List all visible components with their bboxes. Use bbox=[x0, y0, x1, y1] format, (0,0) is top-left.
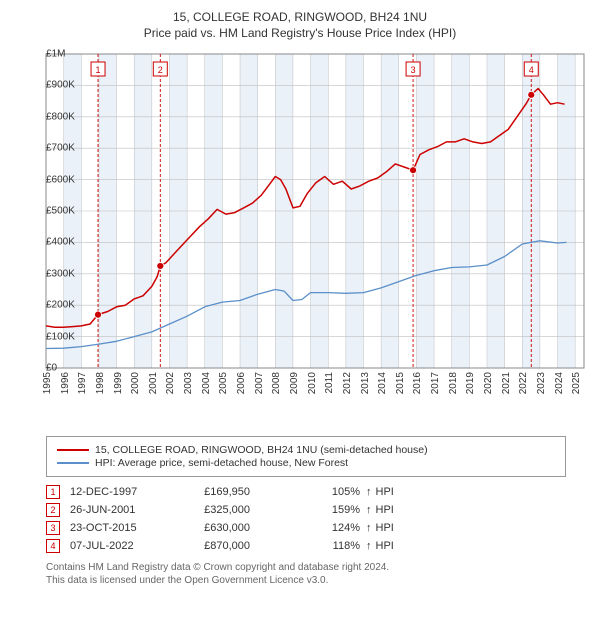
legend: 15, COLLEGE ROAD, RINGWOOD, BH24 1NU (se… bbox=[46, 436, 566, 477]
transaction-row: 2 26-JUN-2001£325,000159% ↑ HPI bbox=[46, 503, 590, 517]
transaction-date: 07-JUL-2022 bbox=[70, 540, 190, 552]
transaction-date: 23-OCT-2015 bbox=[70, 522, 190, 534]
legend-swatch bbox=[57, 449, 89, 451]
transaction-price: £630,000 bbox=[190, 522, 290, 534]
x-tick-label: 2010 bbox=[304, 372, 318, 394]
x-tick-label: 2008 bbox=[268, 372, 282, 394]
up-arrow-icon: ↑ bbox=[366, 504, 372, 516]
transaction-suffix: HPI bbox=[376, 540, 394, 552]
y-tick-label: £800K bbox=[46, 111, 49, 122]
transaction-row: 3 23-OCT-2015£630,000124% ↑ HPI bbox=[46, 521, 590, 535]
x-tick-label: 1998 bbox=[92, 372, 106, 394]
transaction-marker: 3 bbox=[46, 521, 60, 535]
y-tick-label: £400K bbox=[46, 237, 49, 248]
x-tick-label: 2009 bbox=[286, 372, 300, 394]
transaction-row: 1 12-DEC-1997£169,950105% ↑ HPI bbox=[46, 485, 590, 499]
x-tick-label: 2016 bbox=[409, 372, 423, 394]
transaction-date: 26-JUN-2001 bbox=[70, 504, 190, 516]
x-tick-label: 2003 bbox=[180, 372, 194, 394]
x-tick-label: 2014 bbox=[374, 372, 388, 394]
svg-text:2: 2 bbox=[158, 65, 163, 75]
svg-text:3: 3 bbox=[411, 65, 416, 75]
x-tick-label: 2025 bbox=[568, 372, 582, 394]
y-tick-label: £500K bbox=[46, 206, 49, 217]
legend-label: HPI: Average price, semi-detached house,… bbox=[95, 457, 348, 469]
x-tick-label: 2001 bbox=[145, 372, 159, 394]
transaction-price: £325,000 bbox=[190, 504, 290, 516]
y-tick-label: £700K bbox=[46, 143, 49, 154]
y-tick-label: £600K bbox=[46, 174, 49, 185]
svg-text:4: 4 bbox=[529, 65, 534, 75]
x-tick-label: 2005 bbox=[215, 372, 229, 394]
svg-text:1: 1 bbox=[96, 65, 101, 75]
x-tick-label: 1999 bbox=[110, 372, 124, 394]
x-tick-label: 2024 bbox=[551, 372, 565, 394]
footnote-line-2: This data is licensed under the Open Gov… bbox=[46, 574, 590, 587]
chart-svg: 1 2 3 4 bbox=[10, 48, 590, 428]
transaction-price: £169,950 bbox=[190, 486, 290, 498]
transactions-table: 1 12-DEC-1997£169,950105% ↑ HPI 2 26-JUN-2001… bbox=[46, 485, 590, 553]
x-tick-label: 2007 bbox=[251, 372, 265, 394]
transaction-row: 4 07-JUL-2022£870,000118% ↑ HPI bbox=[46, 539, 590, 553]
chart: 1234 £0£100K£200K£300K£400K£500K£600K£70… bbox=[10, 48, 590, 428]
x-tick-label: 2018 bbox=[445, 372, 459, 394]
legend-row: 15, COLLEGE ROAD, RINGWOOD, BH24 1NU (se… bbox=[57, 444, 555, 456]
footnote-line-1: Contains HM Land Registry data © Crown c… bbox=[46, 561, 590, 574]
x-tick-label: 2004 bbox=[198, 372, 212, 394]
transaction-price: £870,000 bbox=[190, 540, 290, 552]
transaction-marker: 1 bbox=[46, 485, 60, 499]
x-tick-label: 2021 bbox=[498, 372, 512, 394]
legend-swatch bbox=[57, 462, 89, 464]
y-tick-label: £100K bbox=[46, 331, 49, 342]
x-tick-label: 1997 bbox=[74, 372, 88, 394]
transaction-pct: 105% bbox=[290, 486, 360, 498]
transaction-suffix: HPI bbox=[376, 486, 394, 498]
up-arrow-icon: ↑ bbox=[366, 522, 372, 534]
x-tick-label: 2011 bbox=[321, 372, 335, 394]
transaction-pct: 159% bbox=[290, 504, 360, 516]
transaction-pct: 124% bbox=[290, 522, 360, 534]
transaction-pct: 118% bbox=[290, 540, 360, 552]
x-tick-label: 2023 bbox=[533, 372, 547, 394]
y-tick-label: £900K bbox=[46, 80, 49, 91]
x-tick-label: 2013 bbox=[357, 372, 371, 394]
x-tick-label: 2020 bbox=[480, 372, 494, 394]
up-arrow-icon: ↑ bbox=[366, 540, 372, 552]
transaction-marker: 2 bbox=[46, 503, 60, 517]
x-tick-label: 2015 bbox=[392, 372, 406, 394]
transaction-suffix: HPI bbox=[376, 504, 394, 516]
y-tick-label: £1M bbox=[46, 49, 49, 60]
x-tick-label: 2002 bbox=[162, 372, 176, 394]
x-tick-label: 2017 bbox=[427, 372, 441, 394]
x-tick-label: 2000 bbox=[127, 372, 141, 394]
chart-title: 15, COLLEGE ROAD, RINGWOOD, BH24 1NU bbox=[10, 10, 590, 24]
x-tick-label: 1996 bbox=[57, 372, 71, 394]
legend-label: 15, COLLEGE ROAD, RINGWOOD, BH24 1NU (se… bbox=[95, 444, 428, 456]
up-arrow-icon: ↑ bbox=[366, 486, 372, 498]
x-tick-label: 2006 bbox=[233, 372, 247, 394]
y-tick-label: £200K bbox=[46, 300, 49, 311]
x-tick-label: 2022 bbox=[515, 372, 529, 394]
transaction-marker: 4 bbox=[46, 539, 60, 553]
legend-row: HPI: Average price, semi-detached house,… bbox=[57, 457, 555, 469]
transaction-suffix: HPI bbox=[376, 522, 394, 534]
transaction-date: 12-DEC-1997 bbox=[70, 486, 190, 498]
x-tick-label: 2012 bbox=[339, 372, 353, 394]
chart-subtitle: Price paid vs. HM Land Registry's House … bbox=[10, 26, 590, 40]
footnote: Contains HM Land Registry data © Crown c… bbox=[46, 561, 590, 587]
x-tick-label: 2019 bbox=[462, 372, 476, 394]
x-tick-label: 1995 bbox=[39, 372, 53, 394]
y-tick-label: £300K bbox=[46, 268, 49, 279]
